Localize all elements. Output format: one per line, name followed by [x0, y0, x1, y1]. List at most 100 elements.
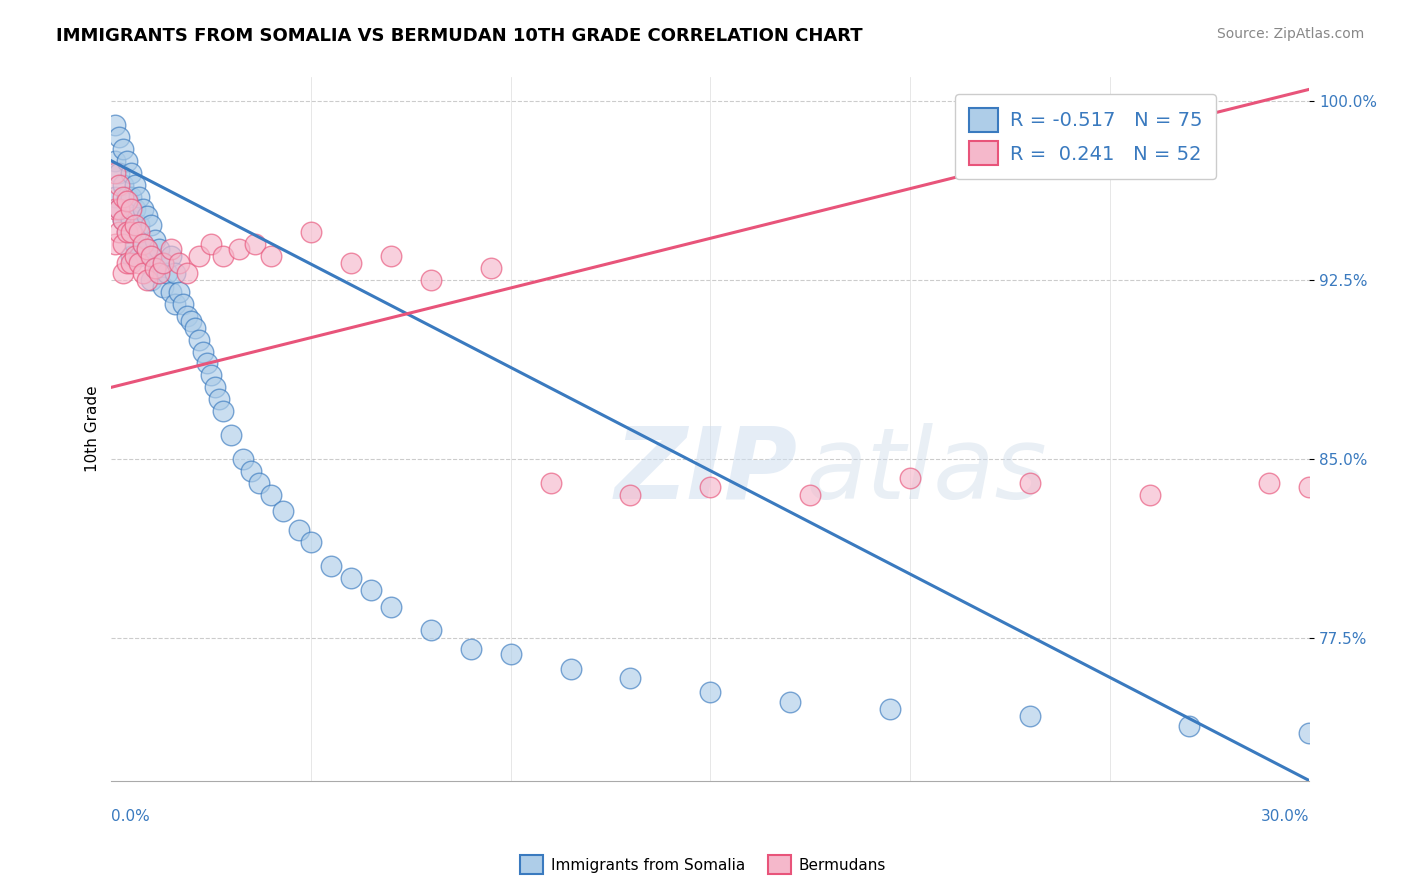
Point [699, 685, 721, 699]
Point [243, 237, 266, 252]
Point [104, 202, 127, 216]
Point [1139, 487, 1161, 501]
Point [136, 242, 159, 256]
Point [124, 202, 146, 216]
Point [212, 249, 235, 263]
Point [1298, 726, 1320, 740]
Point [108, 130, 131, 145]
Point [128, 225, 150, 239]
Point [112, 189, 135, 203]
Point [360, 582, 382, 597]
Point [188, 333, 211, 347]
Point [799, 487, 821, 501]
Point [108, 225, 131, 239]
Point [132, 202, 155, 216]
Point [212, 404, 235, 418]
Text: ZIP: ZIP [614, 423, 797, 520]
Point [136, 242, 159, 256]
Point [132, 266, 155, 280]
Text: 0.0%: 0.0% [111, 809, 150, 824]
Point [117, 225, 139, 239]
Point [1018, 475, 1040, 490]
Point [1317, 475, 1340, 490]
Point [136, 209, 159, 223]
Point [200, 237, 222, 252]
Point [132, 237, 155, 252]
Point [165, 297, 187, 311]
Point [120, 256, 142, 270]
Point [247, 475, 270, 490]
Point [128, 218, 150, 232]
Point [228, 242, 250, 256]
Point [204, 380, 226, 394]
Point [112, 142, 135, 156]
Point [117, 194, 139, 209]
Point [299, 535, 322, 549]
Point [143, 233, 166, 247]
Point [128, 189, 150, 203]
Point [117, 189, 139, 203]
Y-axis label: 10th Grade: 10th Grade [86, 385, 100, 472]
Point [898, 471, 921, 485]
Point [1178, 719, 1201, 733]
Point [104, 237, 127, 252]
Point [200, 368, 222, 383]
Point [169, 256, 191, 270]
Point [112, 213, 135, 227]
Point [176, 309, 198, 323]
Point [148, 266, 170, 280]
Point [156, 266, 179, 280]
Point [180, 313, 202, 327]
Point [120, 189, 142, 203]
Point [124, 178, 146, 192]
Point [380, 599, 402, 614]
Point [380, 249, 402, 263]
Point [124, 218, 146, 232]
Point [160, 249, 183, 263]
Point [319, 559, 342, 574]
Point [136, 273, 159, 287]
Point [141, 249, 163, 263]
Point [340, 571, 363, 585]
Point [124, 237, 146, 252]
Point [141, 249, 163, 263]
Point [219, 428, 242, 442]
Point [112, 213, 135, 227]
Point [560, 661, 582, 675]
Text: Source: ZipAtlas.com: Source: ZipAtlas.com [1216, 27, 1364, 41]
Point [112, 237, 135, 252]
Legend: Immigrants from Somalia, Bermudans: Immigrants from Somalia, Bermudans [515, 849, 891, 880]
Point [195, 356, 218, 370]
Point [1018, 709, 1040, 723]
Point [112, 178, 135, 192]
Point [120, 249, 142, 263]
Point [1298, 480, 1320, 494]
Point [779, 695, 801, 709]
Point [104, 118, 127, 132]
Point [271, 504, 294, 518]
Point [479, 261, 502, 276]
Point [117, 256, 139, 270]
Point [172, 297, 194, 311]
Point [288, 523, 311, 537]
Point [340, 256, 363, 270]
Point [104, 153, 127, 168]
Point [108, 178, 131, 192]
Point [108, 202, 131, 216]
Point [260, 249, 283, 263]
Point [232, 451, 254, 466]
Point [108, 166, 131, 180]
Point [141, 218, 163, 232]
Point [165, 266, 187, 280]
Point [184, 320, 207, 334]
Point [104, 166, 127, 180]
Point [699, 480, 721, 494]
Point [879, 702, 901, 716]
Point [540, 475, 562, 490]
Point [619, 487, 641, 501]
Point [188, 249, 211, 263]
Point [160, 242, 183, 256]
Point [132, 237, 155, 252]
Point [124, 249, 146, 263]
Point [152, 256, 174, 270]
